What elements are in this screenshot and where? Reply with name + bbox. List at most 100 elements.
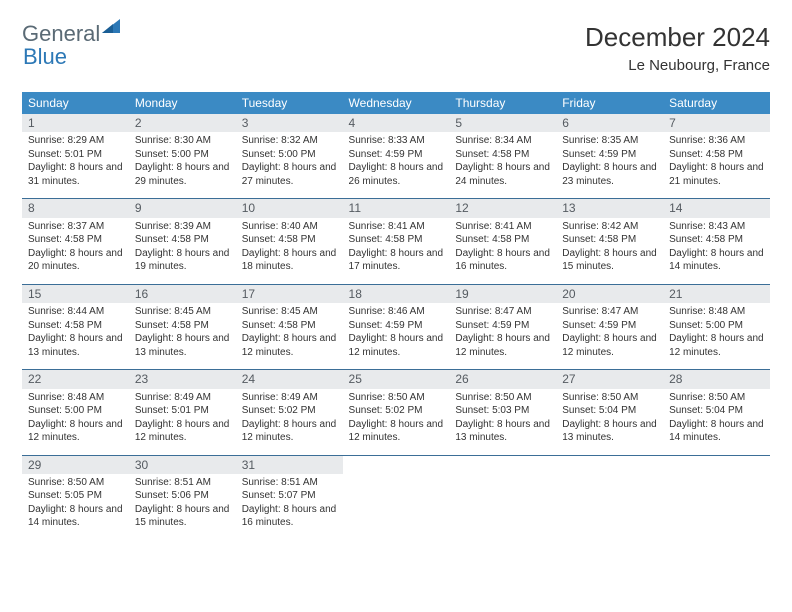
day-details: Sunrise: 8:42 AMSunset: 4:58 PMDaylight:… xyxy=(556,218,663,284)
calendar-cell: 0xxx xyxy=(449,455,556,540)
day-number: 22 xyxy=(22,370,129,388)
day-details: Sunrise: 8:29 AMSunset: 5:01 PMDaylight:… xyxy=(22,132,129,198)
day-details: Sunrise: 8:47 AMSunset: 4:59 PMDaylight:… xyxy=(556,303,663,369)
header: GeneralBlue December 2024 Le Neubourg, F… xyxy=(22,22,770,74)
day-number: 31 xyxy=(236,456,343,474)
calendar-cell: 3Sunrise: 8:32 AMSunset: 5:00 PMDaylight… xyxy=(236,114,343,199)
day-number: 29 xyxy=(22,456,129,474)
logo-word-blue: Blue xyxy=(23,44,67,69)
weekday-header: Monday xyxy=(129,92,236,114)
day-details: Sunrise: 8:41 AMSunset: 4:58 PMDaylight:… xyxy=(449,218,556,284)
day-details: Sunrise: 8:35 AMSunset: 4:59 PMDaylight:… xyxy=(556,132,663,198)
day-number: 1 xyxy=(22,114,129,132)
day-details: Sunrise: 8:51 AMSunset: 5:06 PMDaylight:… xyxy=(129,474,236,540)
day-details: Sunrise: 8:41 AMSunset: 4:58 PMDaylight:… xyxy=(343,218,450,284)
day-number: 6 xyxy=(556,114,663,132)
logo-triangle-icon xyxy=(102,14,120,28)
page-subtitle: Le Neubourg, France xyxy=(585,57,770,74)
logo-word-general: General xyxy=(22,21,100,46)
day-number: 24 xyxy=(236,370,343,388)
day-number: 9 xyxy=(129,199,236,217)
calendar-cell: 26Sunrise: 8:50 AMSunset: 5:03 PMDayligh… xyxy=(449,370,556,455)
day-number: 23 xyxy=(129,370,236,388)
calendar-cell: 15Sunrise: 8:44 AMSunset: 4:58 PMDayligh… xyxy=(22,284,129,369)
day-number: 8 xyxy=(22,199,129,217)
day-number: 16 xyxy=(129,285,236,303)
day-number: 5 xyxy=(449,114,556,132)
day-details: Sunrise: 8:50 AMSunset: 5:02 PMDaylight:… xyxy=(343,389,450,455)
day-details: Sunrise: 8:33 AMSunset: 4:59 PMDaylight:… xyxy=(343,132,450,198)
calendar-table: SundayMondayTuesdayWednesdayThursdayFrid… xyxy=(22,92,770,540)
calendar-cell: 27Sunrise: 8:50 AMSunset: 5:04 PMDayligh… xyxy=(556,370,663,455)
calendar-cell: 0xxx xyxy=(343,455,450,540)
day-details: Sunrise: 8:44 AMSunset: 4:58 PMDaylight:… xyxy=(22,303,129,369)
day-details: Sunrise: 8:43 AMSunset: 4:58 PMDaylight:… xyxy=(663,218,770,284)
day-details: Sunrise: 8:37 AMSunset: 4:58 PMDaylight:… xyxy=(22,218,129,284)
page-title: December 2024 xyxy=(585,22,770,53)
calendar-cell: 23Sunrise: 8:49 AMSunset: 5:01 PMDayligh… xyxy=(129,370,236,455)
day-details: Sunrise: 8:36 AMSunset: 4:58 PMDaylight:… xyxy=(663,132,770,198)
calendar-cell: 6Sunrise: 8:35 AMSunset: 4:59 PMDaylight… xyxy=(556,114,663,199)
day-number: 14 xyxy=(663,199,770,217)
day-number: 26 xyxy=(449,370,556,388)
weekday-header: Wednesday xyxy=(343,92,450,114)
calendar-cell: 2Sunrise: 8:30 AMSunset: 5:00 PMDaylight… xyxy=(129,114,236,199)
logo: GeneralBlue xyxy=(22,22,120,68)
day-number: 11 xyxy=(343,199,450,217)
day-details: Sunrise: 8:51 AMSunset: 5:07 PMDaylight:… xyxy=(236,474,343,540)
calendar-cell: 4Sunrise: 8:33 AMSunset: 4:59 PMDaylight… xyxy=(343,114,450,199)
calendar-cell: 10Sunrise: 8:40 AMSunset: 4:58 PMDayligh… xyxy=(236,199,343,284)
calendar-cell: 18Sunrise: 8:46 AMSunset: 4:59 PMDayligh… xyxy=(343,284,450,369)
calendar-cell: 31Sunrise: 8:51 AMSunset: 5:07 PMDayligh… xyxy=(236,455,343,540)
day-number: 15 xyxy=(22,285,129,303)
calendar-cell: 24Sunrise: 8:49 AMSunset: 5:02 PMDayligh… xyxy=(236,370,343,455)
day-number: 17 xyxy=(236,285,343,303)
day-number: 21 xyxy=(663,285,770,303)
day-details: Sunrise: 8:49 AMSunset: 5:02 PMDaylight:… xyxy=(236,389,343,455)
day-details: Sunrise: 8:40 AMSunset: 4:58 PMDaylight:… xyxy=(236,218,343,284)
calendar-cell: 22Sunrise: 8:48 AMSunset: 5:00 PMDayligh… xyxy=(22,370,129,455)
day-details: Sunrise: 8:47 AMSunset: 4:59 PMDaylight:… xyxy=(449,303,556,369)
day-details: Sunrise: 8:50 AMSunset: 5:04 PMDaylight:… xyxy=(556,389,663,455)
calendar-cell: 20Sunrise: 8:47 AMSunset: 4:59 PMDayligh… xyxy=(556,284,663,369)
calendar-cell: 0xxx xyxy=(556,455,663,540)
title-block: December 2024 Le Neubourg, France xyxy=(585,22,770,74)
day-details: Sunrise: 8:50 AMSunset: 5:04 PMDaylight:… xyxy=(663,389,770,455)
day-number: 13 xyxy=(556,199,663,217)
calendar-cell: 25Sunrise: 8:50 AMSunset: 5:02 PMDayligh… xyxy=(343,370,450,455)
calendar-cell: 1Sunrise: 8:29 AMSunset: 5:01 PMDaylight… xyxy=(22,114,129,199)
day-number: 30 xyxy=(129,456,236,474)
day-details: Sunrise: 8:39 AMSunset: 4:58 PMDaylight:… xyxy=(129,218,236,284)
calendar-cell: 17Sunrise: 8:45 AMSunset: 4:58 PMDayligh… xyxy=(236,284,343,369)
calendar-cell: 9Sunrise: 8:39 AMSunset: 4:58 PMDaylight… xyxy=(129,199,236,284)
day-details: Sunrise: 8:48 AMSunset: 5:00 PMDaylight:… xyxy=(22,389,129,455)
day-details: Sunrise: 8:30 AMSunset: 5:00 PMDaylight:… xyxy=(129,132,236,198)
day-number: 20 xyxy=(556,285,663,303)
day-number: 7 xyxy=(663,114,770,132)
day-details: Sunrise: 8:50 AMSunset: 5:05 PMDaylight:… xyxy=(22,474,129,540)
weekday-header: Saturday xyxy=(663,92,770,114)
calendar-cell: 21Sunrise: 8:48 AMSunset: 5:00 PMDayligh… xyxy=(663,284,770,369)
day-number: 2 xyxy=(129,114,236,132)
calendar-cell: 7Sunrise: 8:36 AMSunset: 4:58 PMDaylight… xyxy=(663,114,770,199)
day-details: Sunrise: 8:49 AMSunset: 5:01 PMDaylight:… xyxy=(129,389,236,455)
day-number: 3 xyxy=(236,114,343,132)
day-details: Sunrise: 8:46 AMSunset: 4:59 PMDaylight:… xyxy=(343,303,450,369)
day-number: 27 xyxy=(556,370,663,388)
day-details: Sunrise: 8:48 AMSunset: 5:00 PMDaylight:… xyxy=(663,303,770,369)
weekday-header: Friday xyxy=(556,92,663,114)
day-details: Sunrise: 8:50 AMSunset: 5:03 PMDaylight:… xyxy=(449,389,556,455)
day-details: Sunrise: 8:34 AMSunset: 4:58 PMDaylight:… xyxy=(449,132,556,198)
calendar-cell: 5Sunrise: 8:34 AMSunset: 4:58 PMDaylight… xyxy=(449,114,556,199)
calendar-cell: 30Sunrise: 8:51 AMSunset: 5:06 PMDayligh… xyxy=(129,455,236,540)
day-number: 28 xyxy=(663,370,770,388)
calendar-cell: 28Sunrise: 8:50 AMSunset: 5:04 PMDayligh… xyxy=(663,370,770,455)
weekday-header: Thursday xyxy=(449,92,556,114)
day-details: Sunrise: 8:32 AMSunset: 5:00 PMDaylight:… xyxy=(236,132,343,198)
day-number: 25 xyxy=(343,370,450,388)
calendar-cell: 19Sunrise: 8:47 AMSunset: 4:59 PMDayligh… xyxy=(449,284,556,369)
day-number: 12 xyxy=(449,199,556,217)
weekday-header: Tuesday xyxy=(236,92,343,114)
calendar-cell: 12Sunrise: 8:41 AMSunset: 4:58 PMDayligh… xyxy=(449,199,556,284)
calendar-cell: 14Sunrise: 8:43 AMSunset: 4:58 PMDayligh… xyxy=(663,199,770,284)
